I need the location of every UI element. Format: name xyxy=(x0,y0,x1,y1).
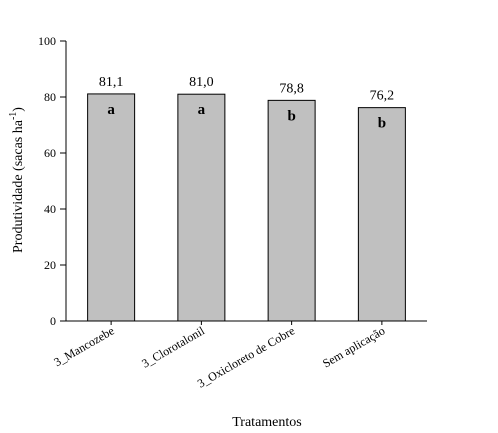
y-axis-title-end: ) xyxy=(11,107,26,112)
bar-value-label: 81,0 xyxy=(189,75,214,90)
y-axis-title-main: Produtividade (sacas ha xyxy=(11,119,26,253)
bar-value-label: 76,2 xyxy=(370,89,395,104)
x-tick-label: 3_Clorotalonil xyxy=(139,323,207,370)
bar-value-label: 78,8 xyxy=(279,81,304,96)
bars: 81,1 a 81,0 a 78,8 b 76,2 b xyxy=(87,75,406,322)
y-tick-label: 0 xyxy=(50,314,56,328)
bar-value-label: 81,1 xyxy=(99,75,124,90)
x-tick-label: Sem aplicação xyxy=(320,323,387,370)
significance-letter: a xyxy=(107,102,115,118)
bar xyxy=(357,107,406,322)
x-tick-label: 3_Oxicloreto de Cobre xyxy=(195,323,297,390)
x-axis-title: Tratamentos xyxy=(232,415,301,430)
y-axis-title-superscript: -1 xyxy=(8,112,19,120)
y-tick-label: 40 xyxy=(44,202,56,216)
significance-letter: b xyxy=(378,116,386,132)
x-tick-label: 3_Mancozebe xyxy=(51,323,116,369)
y-axis-title: Produtividade (sacas ha-1) xyxy=(8,107,26,253)
y-tick-label: 60 xyxy=(44,146,56,160)
bar xyxy=(87,93,136,322)
y-tick-label: 80 xyxy=(44,90,56,104)
significance-letter: b xyxy=(287,108,295,124)
bar xyxy=(177,93,226,322)
y-tick-label: 100 xyxy=(38,34,56,48)
y-tick-label: 20 xyxy=(44,258,56,272)
significance-letter: a xyxy=(198,102,206,118)
bar xyxy=(267,99,316,322)
y-axis: 0 20 40 60 80 100 xyxy=(38,34,67,328)
